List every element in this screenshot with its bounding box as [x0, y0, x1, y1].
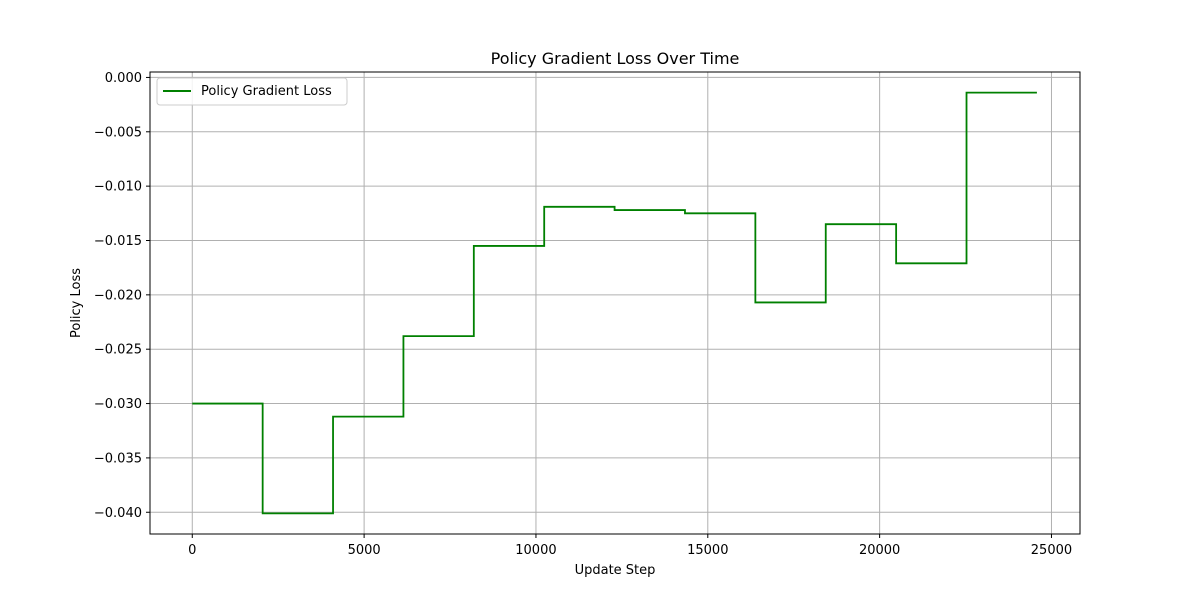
x-tick-label: 15000: [687, 543, 728, 558]
y-tick-label: −0.015: [94, 234, 142, 249]
series-line-policy-gradient-loss: [192, 91, 1037, 515]
plot-frame: [149, 71, 1081, 535]
y-tick-label: −0.010: [94, 180, 142, 195]
series-layer: [192, 91, 1037, 515]
x-tick-label: 25000: [1031, 543, 1072, 558]
y-tick-label: −0.040: [94, 506, 142, 521]
legend-label: Policy Gradient Loss: [201, 84, 332, 99]
x-tick-label: 20000: [859, 543, 900, 558]
grid-lines: [150, 72, 1080, 534]
x-tick-label: 0: [188, 543, 196, 558]
y-tick-label: 0.000: [105, 71, 142, 86]
x-axis: 0 5000 10000 15000 20000 25000: [188, 534, 1072, 558]
y-axis-label: Policy Loss: [69, 268, 84, 338]
x-tick-label: 10000: [515, 543, 556, 558]
y-tick-label: −0.035: [94, 451, 142, 466]
y-axis: 0.000 −0.005 −0.010 −0.015 −0.020 −0.025 −0.03…: [94, 71, 150, 521]
chart-title: Policy Gradient Loss Over Time: [491, 49, 740, 68]
y-tick-label: −0.020: [94, 288, 142, 303]
y-tick-label: −0.025: [94, 343, 142, 358]
y-tick-label: −0.030: [94, 397, 142, 412]
y-tick-label: −0.005: [94, 125, 142, 140]
x-axis-label: Update Step: [575, 563, 656, 578]
legend: Policy Gradient Loss: [156, 77, 348, 106]
legend-box: [156, 77, 348, 106]
x-tick-label: 5000: [348, 543, 381, 558]
